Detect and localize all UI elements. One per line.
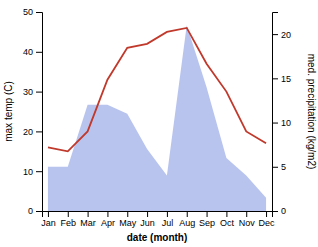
tick: 20: [272, 29, 291, 39]
axis-line: [43, 212, 273, 218]
tick-label: 10: [23, 167, 33, 177]
tick: Sep: [199, 211, 215, 228]
tick-mark: [36, 171, 42, 172]
tick: 50: [23, 7, 42, 17]
tick: Mar: [80, 211, 96, 228]
tick-label: Feb: [61, 218, 77, 228]
tick-mark: [226, 211, 227, 217]
tick-label: 15: [281, 74, 291, 84]
tick-label: 20: [23, 127, 33, 137]
tick-label: Oct: [220, 218, 235, 228]
tick-mark: [272, 78, 278, 79]
tick: Nov: [239, 211, 256, 228]
tick-mark: [107, 211, 108, 217]
tick-label: Apr: [101, 218, 115, 228]
tick-mark: [36, 131, 42, 132]
tick-mark: [48, 211, 49, 217]
tick: 40: [23, 47, 42, 57]
tick-label: May: [119, 218, 137, 228]
tick: Aug: [179, 211, 195, 228]
tick: Jan: [41, 211, 56, 228]
tick-label: 10: [281, 118, 291, 128]
tick: Jun: [140, 211, 155, 228]
tick: 15: [272, 74, 291, 84]
tick-label: 40: [23, 47, 33, 57]
tick-label: Sep: [199, 218, 215, 228]
tick-mark: [187, 211, 188, 217]
tick-mark: [272, 167, 278, 168]
tick: 10: [272, 118, 291, 128]
tick-mark: [68, 211, 69, 217]
tick-label: Jul: [162, 218, 174, 228]
tick-label: Mar: [80, 218, 96, 228]
tick-label: 20: [281, 29, 291, 39]
tick: Dec: [259, 211, 276, 228]
tick: 5: [272, 162, 286, 172]
tick: 20: [23, 127, 42, 137]
tick-mark: [36, 12, 42, 13]
tick: Feb: [61, 211, 77, 228]
tick: 0: [272, 206, 286, 216]
precipitation-area: [48, 25, 266, 211]
y2-axis-title: med. precipitation (kg/m2): [306, 54, 317, 170]
tick-label: Jun: [140, 218, 155, 228]
axis-line: [273, 13, 279, 212]
tick-mark: [147, 211, 148, 217]
tick-mark: [207, 211, 208, 217]
tick-mark: [36, 52, 42, 53]
tick-label: Dec: [259, 218, 276, 228]
x-axis-title: date (month): [127, 232, 188, 243]
tick: 10: [23, 167, 42, 177]
tick-label: 0: [281, 206, 286, 216]
tick: 0: [28, 206, 42, 216]
plot: Jan FebMar Apr MayJun Jul Aug Sep Oct NovDec 0 10 2…: [3, 7, 317, 243]
tick: Jul: [162, 211, 174, 228]
tick-mark: [272, 211, 278, 212]
tick-mark: [36, 211, 42, 212]
marks: [48, 25, 266, 211]
tick-mark: [88, 211, 89, 217]
y-axis: 0 10 20 30 40 50: [23, 7, 43, 216]
tick-mark: [266, 211, 267, 217]
tick-mark: [127, 211, 128, 217]
axis-line: [36, 13, 43, 212]
y2-axis: 0 5 10 15 20: [272, 13, 291, 217]
tick: Apr: [101, 211, 115, 228]
y-axis-title: max temp (C): [3, 81, 14, 142]
tick: May: [119, 211, 137, 228]
tick-label: 0: [28, 206, 33, 216]
temperature-line: [48, 28, 266, 151]
x-axis: Jan FebMar Apr MayJun Jul Aug Sep Oct NovDec: [41, 211, 275, 228]
tick-label: Jan: [41, 218, 56, 228]
tick-label: Aug: [179, 218, 195, 228]
tick-label: 50: [23, 7, 33, 17]
tick-label: 30: [23, 87, 33, 97]
tick-mark: [272, 34, 278, 35]
tick-mark: [272, 123, 278, 124]
chart: Jan FebMar Apr MayJun Jul Aug Sep Oct NovDec 0 10 2…: [0, 0, 318, 247]
tick: Oct: [220, 211, 235, 228]
tick-mark: [167, 211, 168, 217]
tick-label: Nov: [239, 218, 256, 228]
tick-label: 5: [281, 162, 286, 172]
chart-container: Jan FebMar Apr MayJun Jul Aug Sep Oct NovDec 0 10 2…: [0, 0, 318, 247]
tick-mark: [246, 211, 247, 217]
tick: 30: [23, 87, 42, 97]
tick-mark: [36, 92, 42, 93]
